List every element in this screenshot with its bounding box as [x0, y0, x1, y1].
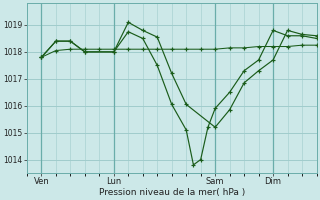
X-axis label: Pression niveau de la mer( hPa ): Pression niveau de la mer( hPa ) [99, 188, 245, 197]
